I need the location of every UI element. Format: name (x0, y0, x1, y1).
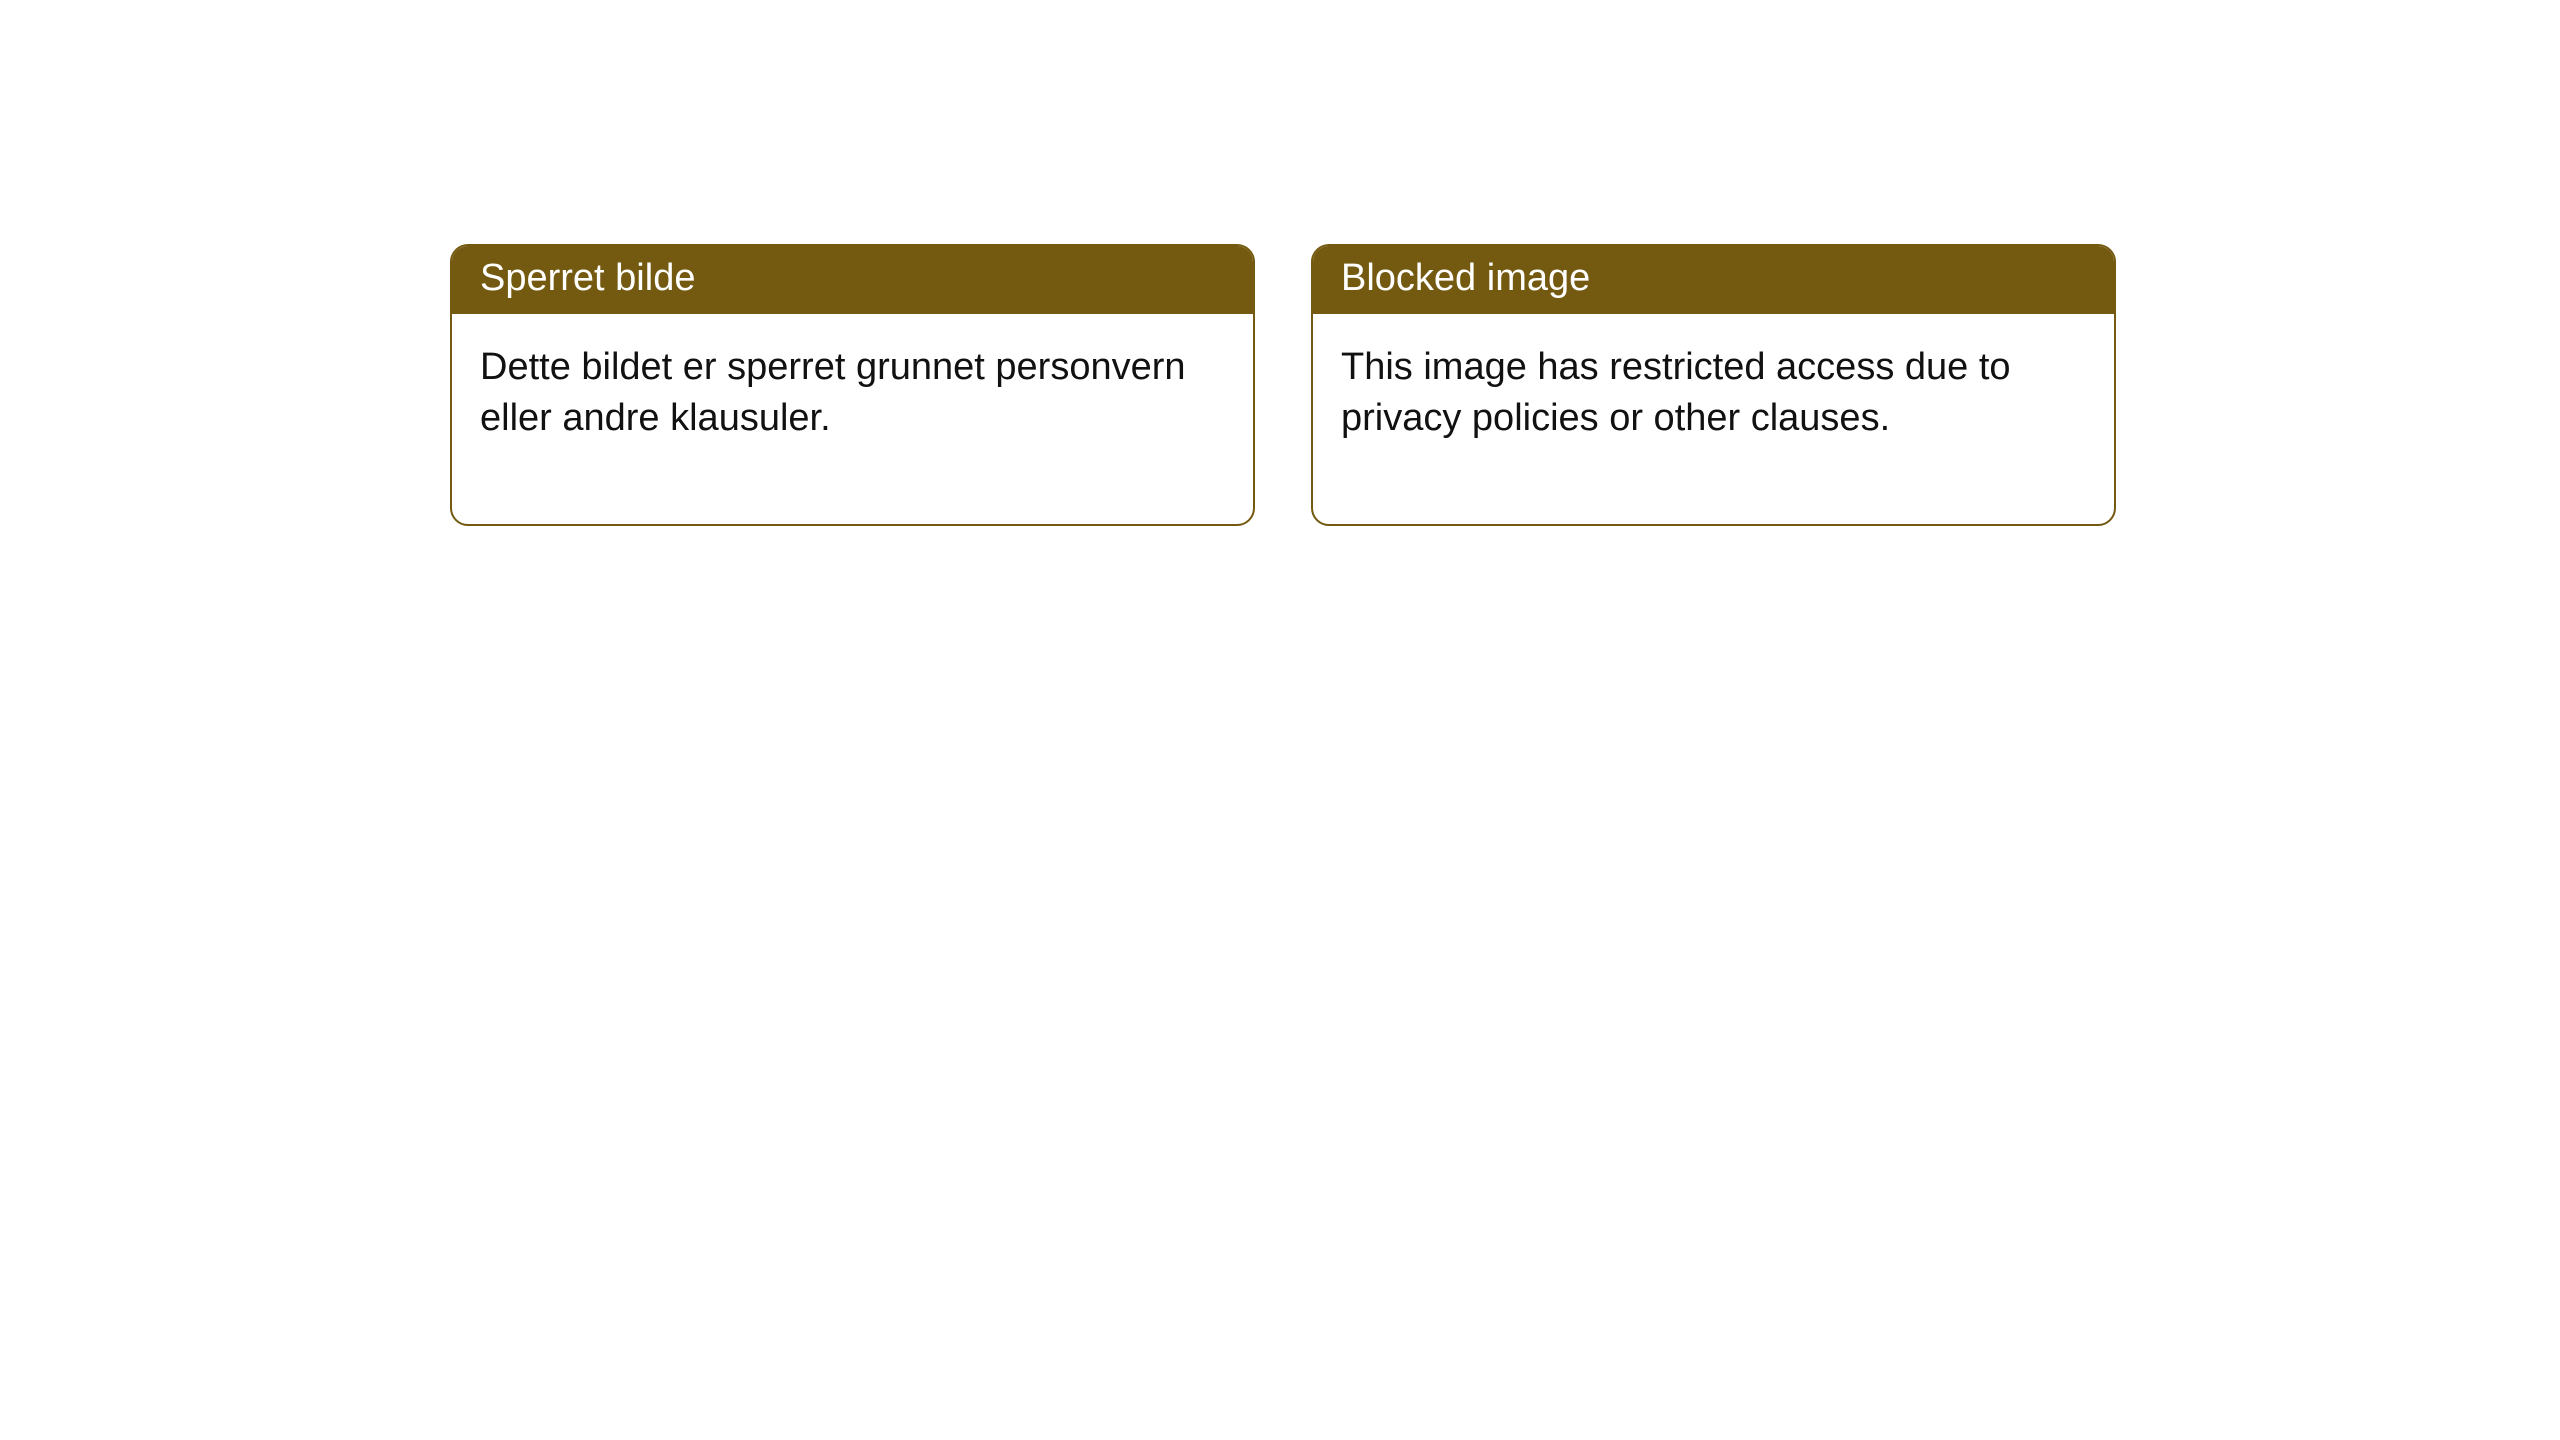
card-body-text: This image has restricted access due to … (1313, 314, 2114, 525)
blocked-image-card-english: Blocked image This image has restricted … (1311, 244, 2116, 526)
notice-card-row: Sperret bilde Dette bildet er sperret gr… (0, 0, 2560, 526)
card-body-text: Dette bildet er sperret grunnet personve… (452, 314, 1253, 525)
card-header: Blocked image (1313, 246, 2114, 314)
card-header: Sperret bilde (452, 246, 1253, 314)
blocked-image-card-norwegian: Sperret bilde Dette bildet er sperret gr… (450, 244, 1255, 526)
